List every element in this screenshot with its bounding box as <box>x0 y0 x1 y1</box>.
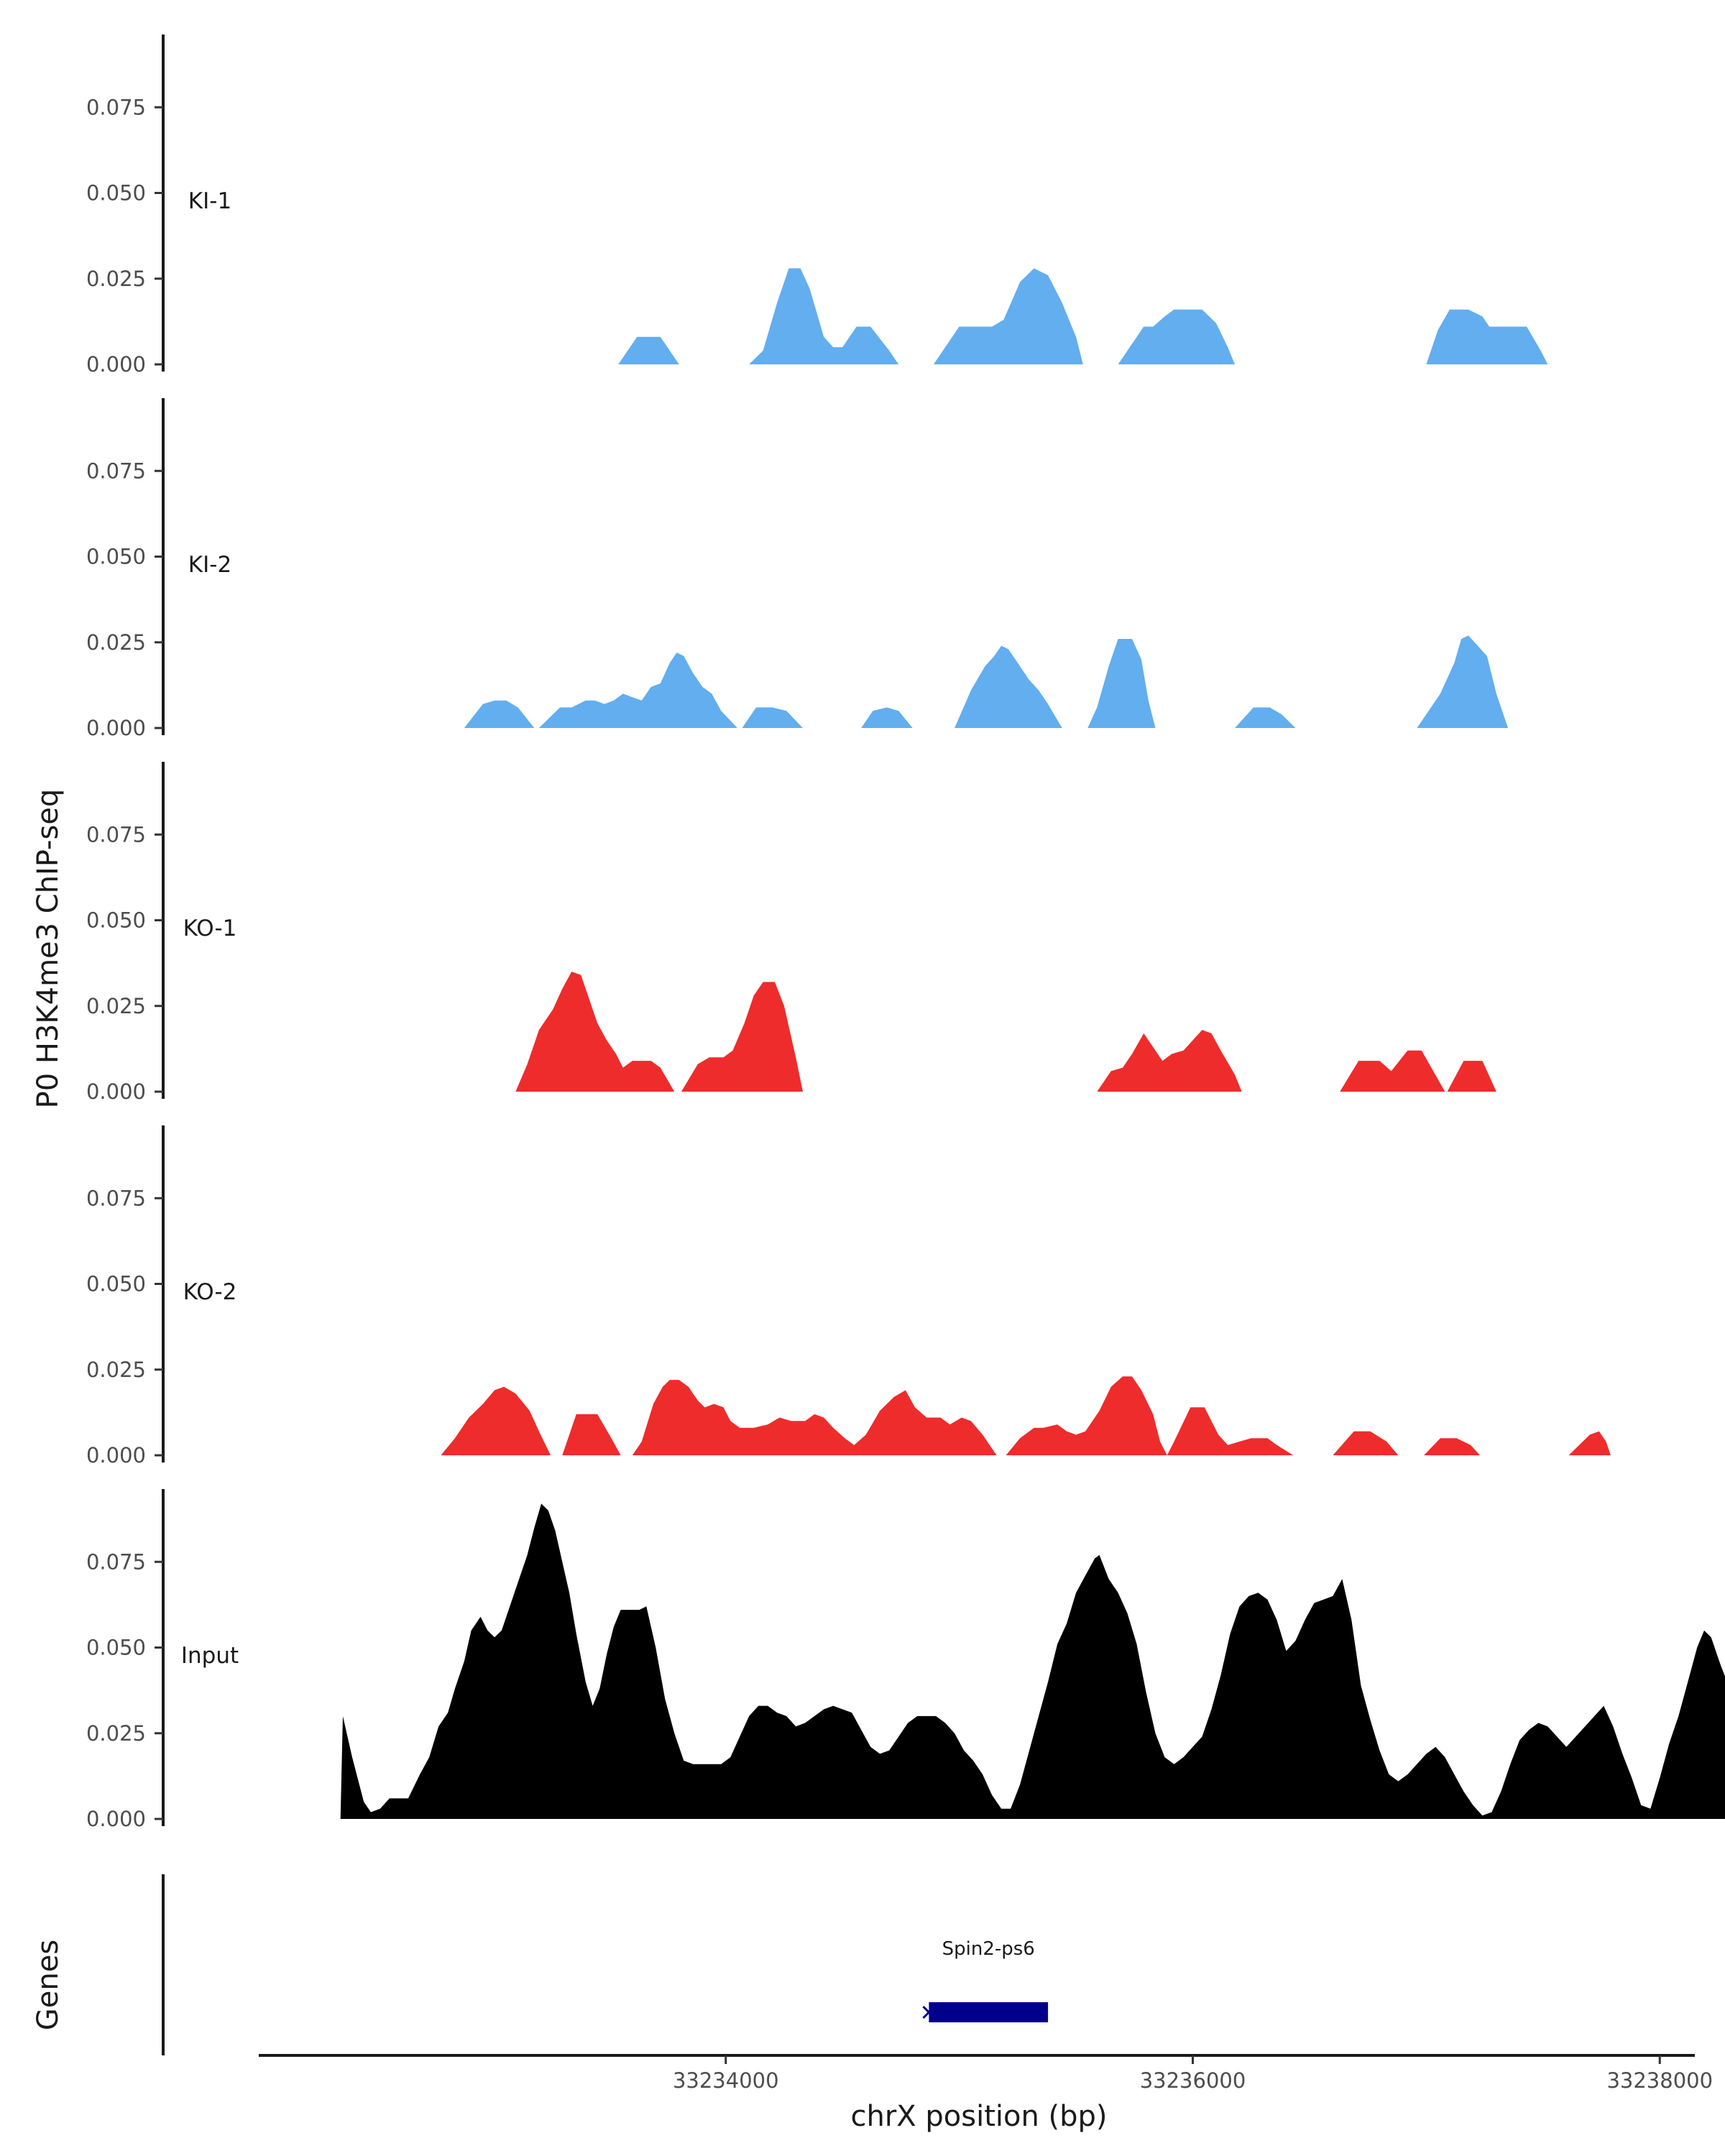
signal-area <box>1006 1376 1294 1455</box>
gene-label: Spin2-ps6 <box>942 1938 1035 1960</box>
x-axis: 33234000 33236000 33238000 <box>259 2054 1713 2093</box>
signal-area <box>954 645 1062 728</box>
y-tick-label: 0.000 <box>86 352 146 377</box>
y-tick-label: 0.025 <box>86 1358 146 1382</box>
track-ko-2: 0.000 0.025 0.050 0.075 KO-2 <box>86 1125 1611 1468</box>
y-tick-label: 0.000 <box>86 1079 146 1104</box>
y-tick-label: 0.025 <box>86 267 146 291</box>
genes-axis-title: Genes <box>32 1940 65 2030</box>
y-tick-label: 0.000 <box>86 1443 146 1468</box>
signal-area <box>1426 309 1548 364</box>
y-tick-label: 0.025 <box>86 1721 146 1746</box>
signal-area <box>1333 1431 1399 1455</box>
y-tick-label: 0.000 <box>86 716 146 740</box>
signal-area <box>562 1414 621 1455</box>
signal-area <box>464 700 535 728</box>
signal-area <box>538 653 737 728</box>
y-tick-label: 0.050 <box>86 1636 146 1660</box>
signal-area <box>632 1380 997 1455</box>
strand-arrow-icon <box>922 2005 931 2019</box>
y-axis-title: P0 H3K4me3 ChIP-seq <box>32 789 65 1109</box>
y-tick-label: 0.075 <box>86 95 146 119</box>
signal-area <box>933 268 1083 364</box>
y-tick-label: 0.050 <box>86 181 146 206</box>
gene-panel: Spin2-ps6 <box>162 1874 1049 2055</box>
y-tick-label: 0.025 <box>86 994 146 1018</box>
signal-area <box>1417 635 1509 728</box>
signal-area <box>1097 1030 1242 1092</box>
signal-area <box>749 268 899 364</box>
track-label: KI-1 <box>188 188 231 214</box>
y-tick-label: 0.075 <box>86 459 146 483</box>
y-tick-label: 0.050 <box>86 1272 146 1296</box>
gene-spin2-ps6: Spin2-ps6 <box>922 1938 1049 2022</box>
signal-area <box>1568 1431 1611 1455</box>
signal-area <box>1118 309 1235 364</box>
track-label: KI-2 <box>188 552 231 578</box>
track-label: KO-1 <box>183 916 237 941</box>
y-tick-label: 0.050 <box>86 545 146 569</box>
signal-area <box>340 1503 1725 1819</box>
y-tick-label: 0.050 <box>86 908 146 933</box>
signal-area <box>861 707 913 728</box>
signal-area <box>1235 707 1296 728</box>
signal-area <box>1340 1050 1445 1092</box>
x-tick-label: 33234000 <box>673 2068 779 2093</box>
signal-area <box>681 982 803 1092</box>
x-tick-label: 33238000 <box>1606 2068 1713 2093</box>
signal-area <box>1447 1061 1496 1092</box>
track-label: KO-2 <box>183 1279 237 1305</box>
signal-area <box>742 707 803 728</box>
track-ki-1: 0.000 0.025 0.050 0.075 KI-1 <box>86 34 1548 377</box>
track-label: Input <box>181 1643 239 1669</box>
track-panels: 0.0000.0250.0500.075KI-10.0000.0250.0500… <box>86 34 1725 1831</box>
signal-area <box>441 1386 551 1455</box>
y-tick-label: 0.025 <box>86 630 146 655</box>
track-ki-2: 0.000 0.025 0.050 0.075 KI-2 <box>86 398 1509 740</box>
track-ko-1: 0.000 0.025 0.050 0.075 KO-1 <box>86 762 1496 1104</box>
signal-area <box>618 336 679 364</box>
track-input: 0.000 0.025 0.050 0.075 Input <box>86 1489 1725 1831</box>
signal-area <box>1424 1438 1481 1455</box>
signal-area <box>515 972 675 1092</box>
y-tick-label: 0.075 <box>86 1549 146 1574</box>
x-axis-title: chrX position (bp) <box>850 2100 1107 2133</box>
y-tick-label: 0.075 <box>86 822 146 847</box>
gene-body <box>929 2002 1049 2022</box>
x-tick-label: 33236000 <box>1140 2068 1246 2093</box>
y-tick-label: 0.075 <box>86 1186 146 1210</box>
signal-area <box>1087 639 1156 728</box>
y-tick-label: 0.000 <box>86 1807 146 1831</box>
